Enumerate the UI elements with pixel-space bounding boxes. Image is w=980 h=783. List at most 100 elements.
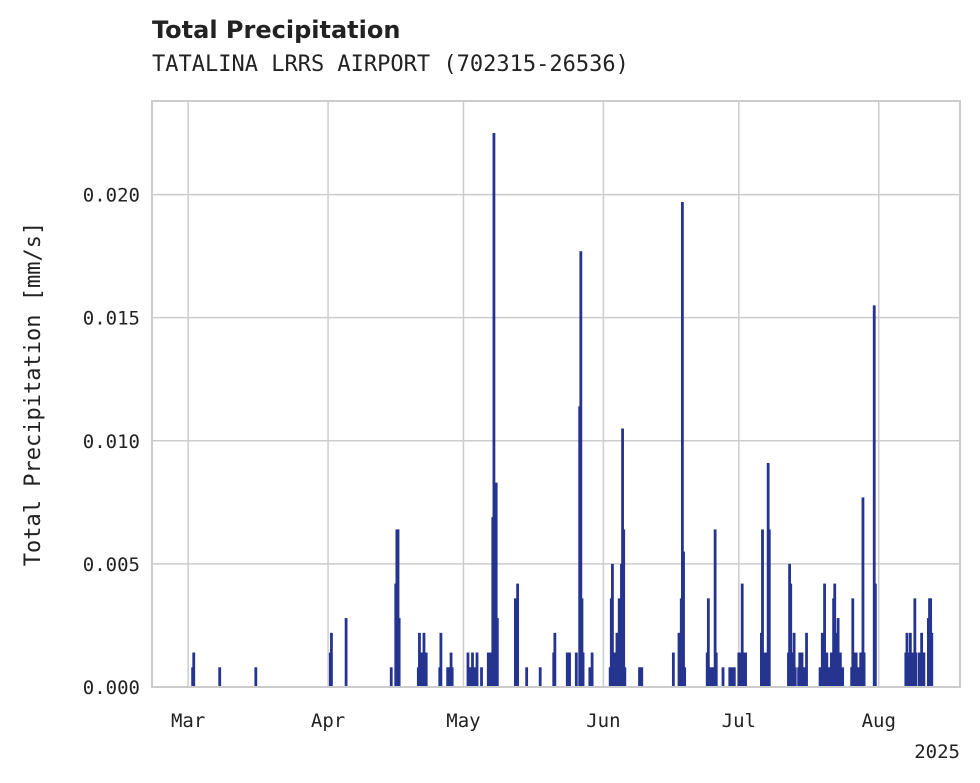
precipitation-bar xyxy=(827,667,831,687)
precipitation-bar xyxy=(834,632,838,687)
precipitation-bar xyxy=(397,618,401,687)
precipitation-bar xyxy=(820,632,824,687)
precipitation-bar xyxy=(713,529,717,687)
precipitation-bar xyxy=(581,652,585,687)
precipitation-bar xyxy=(680,201,684,687)
y-tick-label: 0.015 xyxy=(83,308,140,330)
precipitation-bar xyxy=(638,667,641,687)
precipitation-bar xyxy=(862,652,866,687)
precipitation-bar xyxy=(553,632,557,687)
precipitation-bar xyxy=(761,529,764,687)
precipitation-bar xyxy=(489,652,492,687)
precipitation-bar xyxy=(396,529,400,687)
precipitation-bar xyxy=(671,652,675,687)
precipitation-bar xyxy=(615,632,619,687)
precipitation-bar xyxy=(525,667,529,687)
precipitation-bar xyxy=(513,598,517,687)
bar-series xyxy=(191,133,934,687)
x-axis-ticks: Mar Apr May Jun Jul Aug xyxy=(171,710,896,732)
precipitation-bar xyxy=(677,632,681,687)
precipitation-bar xyxy=(683,667,687,687)
precipitation-bar xyxy=(793,667,797,687)
precipitation-bar xyxy=(920,632,924,687)
y-axis-label: Total Precipitation [mm/s] xyxy=(21,222,46,566)
precipitation-bar xyxy=(424,652,428,687)
x-tick-label: Mar xyxy=(171,710,205,732)
chart-subtitle: TATALINA LRRS AIRPORT (702315-26536) xyxy=(152,52,629,77)
x-tick-label: Apr xyxy=(311,710,345,732)
precipitation-bar xyxy=(914,652,918,687)
precipitation-bar xyxy=(450,667,454,687)
precipitation-bar xyxy=(764,652,768,687)
precipitation-bar xyxy=(922,652,926,687)
precipitation-bar xyxy=(836,618,840,687)
precipitation-bar xyxy=(471,652,474,687)
precipitation-bar xyxy=(805,632,808,687)
precipitation-bar xyxy=(851,598,855,687)
precipitation-bar xyxy=(330,632,333,687)
precipitation-bar xyxy=(494,482,498,687)
precipitation-bar xyxy=(873,583,877,687)
precipitation-bar xyxy=(473,667,477,687)
precipitation-bar xyxy=(708,667,711,687)
precipitation-bar xyxy=(565,652,569,687)
precipitation-bar xyxy=(611,563,614,687)
precipitation-bar xyxy=(841,667,845,687)
y-tick-label: 0.020 xyxy=(83,185,140,207)
chart-title: Total Precipitation xyxy=(152,16,401,44)
precipitation-bar xyxy=(588,667,592,687)
x-tick-label: Jun xyxy=(586,710,620,732)
precipitation-bar xyxy=(930,632,934,687)
precipitation-bar xyxy=(218,667,222,687)
x-tick-label: Jul xyxy=(722,710,756,732)
y-axis-ticks: 0.000 0.005 0.010 0.015 0.020 xyxy=(83,185,140,699)
precipitation-bar xyxy=(740,583,744,687)
grid-lines xyxy=(152,101,960,688)
precipitation-bar xyxy=(911,652,914,687)
precipitation-bar xyxy=(192,652,196,687)
precipitation-bar xyxy=(420,652,424,687)
precipitation-bar xyxy=(538,667,542,687)
precipitation-bar xyxy=(486,652,490,687)
precipitation-bar xyxy=(617,598,621,687)
precipitation-bar xyxy=(579,251,583,687)
precipitation-bar xyxy=(710,667,714,687)
precipitation-bar xyxy=(767,529,771,687)
precipitation-bar xyxy=(439,632,443,687)
precipitation-bar xyxy=(714,652,718,687)
precipitation-bar xyxy=(852,652,856,687)
precipitation-bar xyxy=(792,632,796,687)
plot-frame xyxy=(151,100,961,688)
precipitation-bar xyxy=(917,652,921,687)
precipitation-bar xyxy=(829,652,833,687)
x-tick-label: May xyxy=(446,710,480,732)
precipitation-bar xyxy=(857,667,860,687)
x-tick-label: Aug xyxy=(862,710,896,732)
precipitation-bar xyxy=(492,133,496,687)
precipitation-bar xyxy=(706,598,710,687)
precipitation-bar xyxy=(800,652,804,687)
precipitation-bar xyxy=(744,652,747,687)
precipitation-bar xyxy=(854,652,858,687)
precipitation-bar xyxy=(495,618,499,687)
precipitation-bar xyxy=(823,583,826,687)
precipitation-bar xyxy=(468,667,472,687)
precipitation-bar xyxy=(590,652,594,687)
precipitation-bar xyxy=(580,598,584,687)
precipitation-bar xyxy=(906,652,910,687)
precipitation-bar xyxy=(825,652,829,687)
precipitation-bar xyxy=(682,551,685,687)
precipitation-bar xyxy=(838,652,842,687)
precipitation-bar xyxy=(762,652,766,687)
precipitation-bar xyxy=(623,667,627,687)
precipitation-bar xyxy=(344,618,348,687)
precipitation-bar xyxy=(913,598,917,687)
precipitation-bar xyxy=(568,652,571,687)
precipitation-bar xyxy=(802,667,806,687)
precipitation-bar xyxy=(622,529,626,687)
precipitation-bar xyxy=(418,632,421,687)
precipitation-bar xyxy=(737,652,741,687)
precipitation-bar xyxy=(446,667,450,687)
precipitation-bar xyxy=(818,667,822,687)
